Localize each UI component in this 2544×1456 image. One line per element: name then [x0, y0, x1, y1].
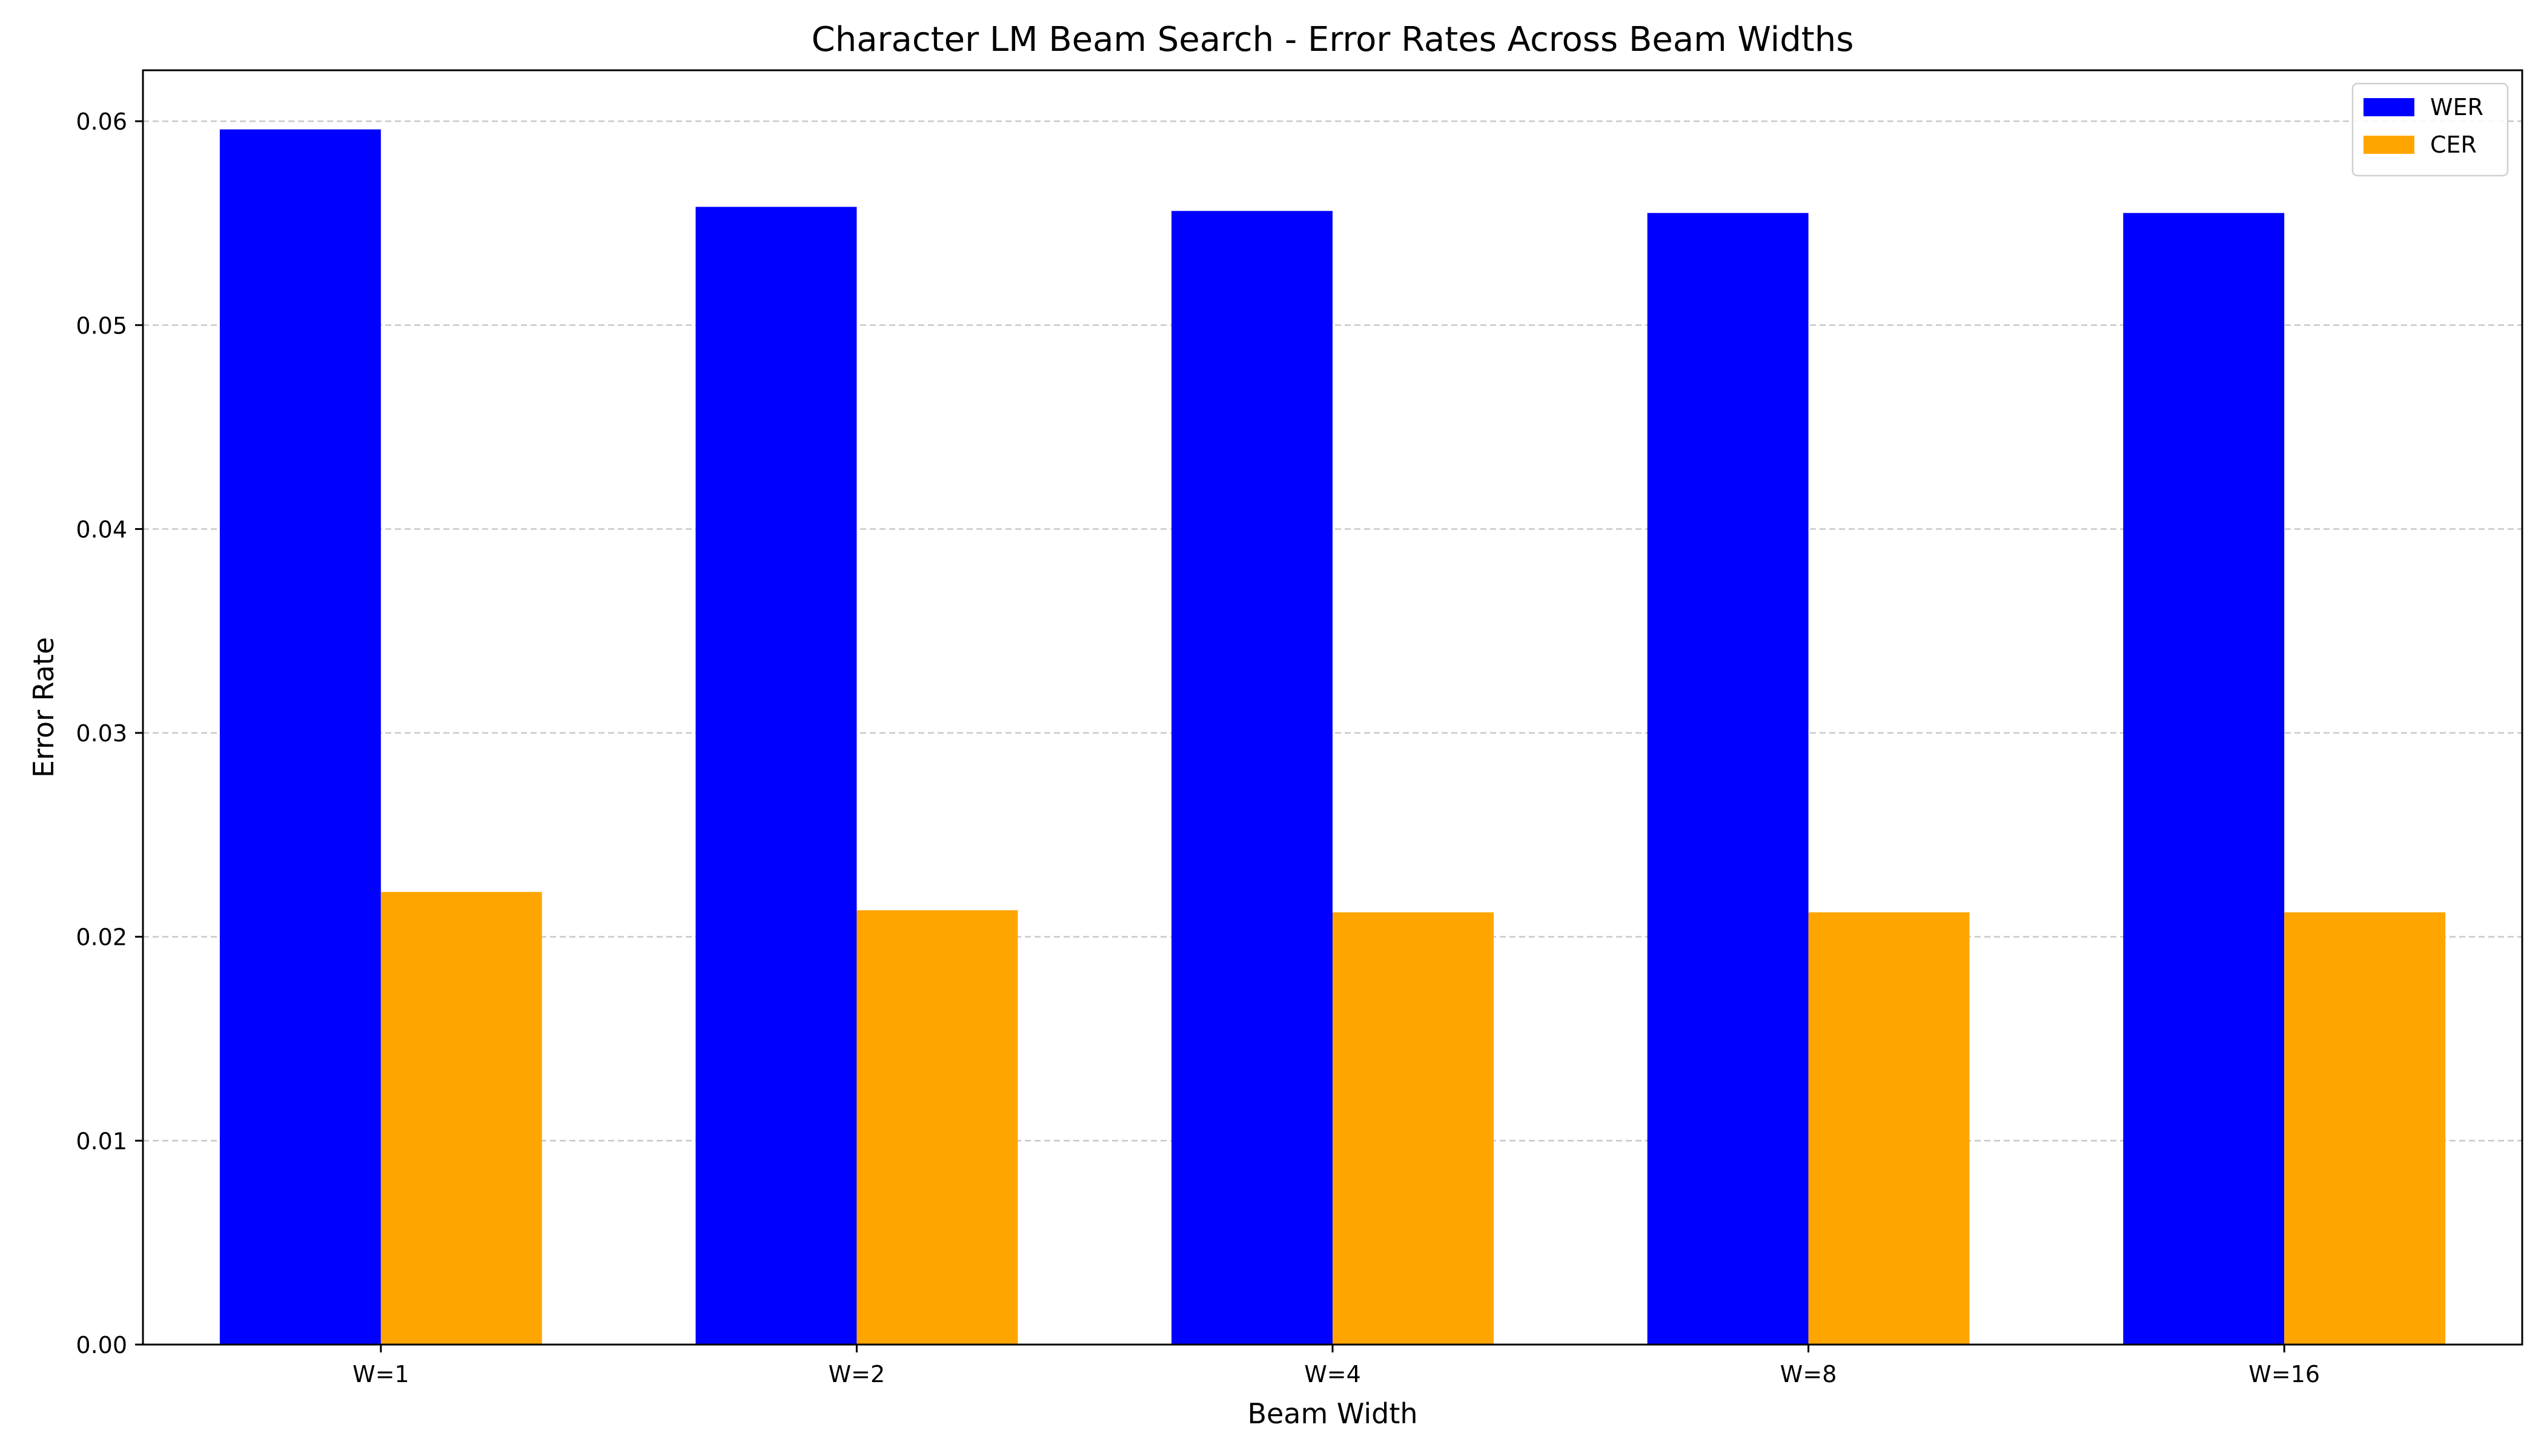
legend: WER CER: [2351, 82, 2509, 177]
bar-wer-3: [1647, 213, 1809, 1345]
y-tick-label: 0.01: [76, 1128, 127, 1154]
y-tick-label: 0.06: [76, 108, 127, 135]
y-axis-label: Error Rate: [27, 637, 60, 778]
x-tick-label: W=16: [2248, 1361, 2320, 1388]
legend-label-cer: CER: [2430, 131, 2477, 158]
x-tick-label: W=2: [829, 1361, 886, 1388]
y-tick-label: 0.03: [76, 720, 127, 747]
bars: [219, 129, 2446, 1345]
legend-swatch-wer: [2363, 98, 2414, 116]
bar-cer-1: [856, 910, 1018, 1345]
x-tick-label: W=8: [1780, 1361, 1837, 1388]
y-tick-label: 0.02: [76, 924, 127, 951]
bar-wer-4: [2123, 213, 2285, 1345]
bar-wer-0: [219, 129, 381, 1345]
legend-label-wer: WER: [2430, 94, 2483, 121]
y-tick-label: 0.04: [76, 516, 127, 543]
bar-cer-0: [380, 892, 542, 1345]
bar-wer-2: [1171, 211, 1333, 1345]
bar-cer-2: [1333, 912, 1494, 1345]
x-axis-label: Beam Width: [1247, 1397, 1417, 1430]
x-tick-label: W=4: [1304, 1361, 1361, 1388]
legend-swatch-cer: [2363, 136, 2414, 154]
bar-cer-4: [2284, 912, 2446, 1345]
y-tick-label: 0.05: [76, 313, 127, 339]
y-axis: 0.00 0.01 0.02 0.03 0.04 0.05 0.06: [76, 108, 143, 1358]
x-axis: W=1 W=2 W=4 W=8 W=16: [353, 1345, 2320, 1388]
x-tick-label: W=1: [353, 1361, 409, 1388]
bar-cer-3: [1808, 912, 1970, 1345]
chart-title: Character LM Beam Search - Error Rates A…: [812, 20, 1854, 59]
bar-wer-1: [695, 207, 857, 1345]
y-tick-label: 0.00: [76, 1332, 127, 1358]
